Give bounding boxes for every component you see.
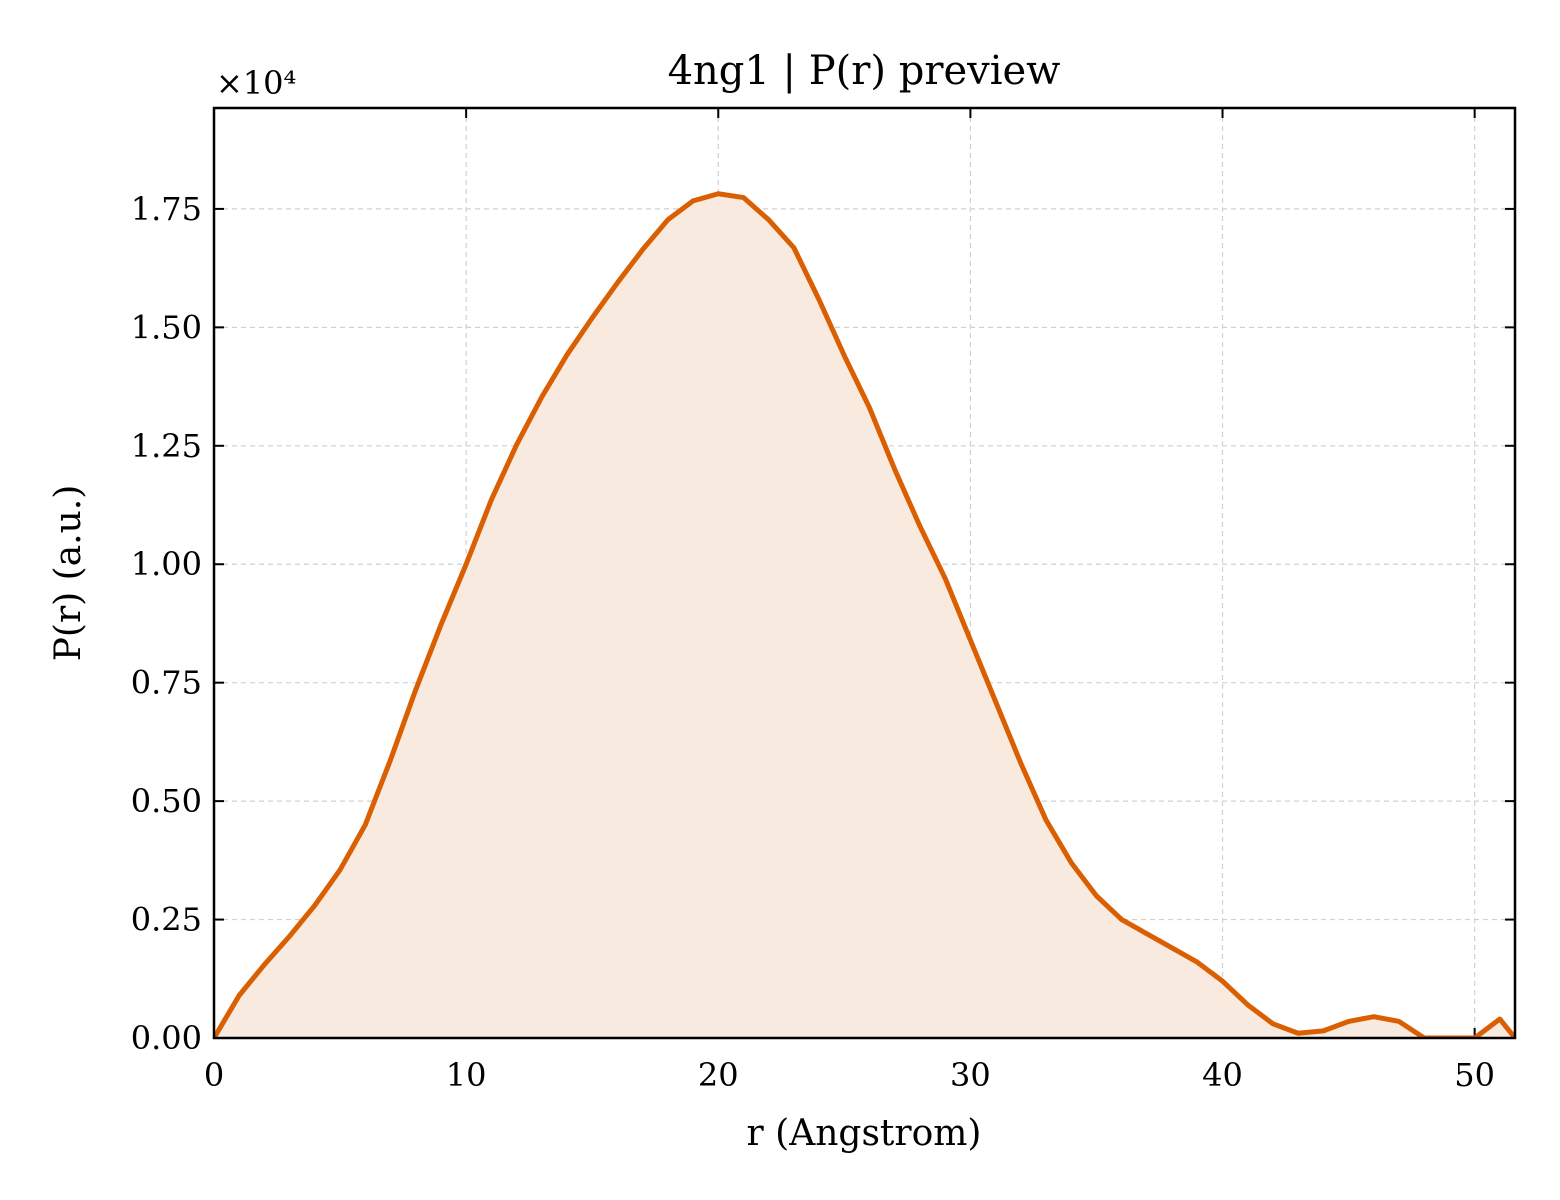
y-tick-label: 1.50 <box>131 308 202 346</box>
y-tick-label: 1.00 <box>131 545 202 583</box>
x-axis-label: r (Angstrom) <box>747 1113 982 1154</box>
y-axis-label: P(r) (a.u.) <box>48 485 89 662</box>
x-tick-label: 20 <box>698 1056 739 1094</box>
chart-title: 4ng1 | P(r) preview <box>668 48 1061 94</box>
area <box>214 193 1515 1038</box>
y-tick-label: 1.25 <box>131 427 202 465</box>
x-tick-label: 30 <box>950 1056 991 1094</box>
x-tick-label: 40 <box>1202 1056 1243 1094</box>
x-tick-label: 50 <box>1454 1056 1495 1094</box>
y-tick-label: 0.50 <box>131 782 202 820</box>
line <box>214 191 1515 1038</box>
y-tick-label: 0.25 <box>131 901 202 939</box>
y-tick-label: 0.75 <box>131 664 202 702</box>
y-tick-label: 0.00 <box>131 1019 202 1057</box>
x-tick-label: 10 <box>446 1056 487 1094</box>
plot-frame <box>212 106 1517 1040</box>
x-tick-label: 0 <box>204 1056 224 1094</box>
offset-label: ×10⁴ <box>216 64 296 102</box>
y-tick-label: 1.75 <box>131 190 202 228</box>
